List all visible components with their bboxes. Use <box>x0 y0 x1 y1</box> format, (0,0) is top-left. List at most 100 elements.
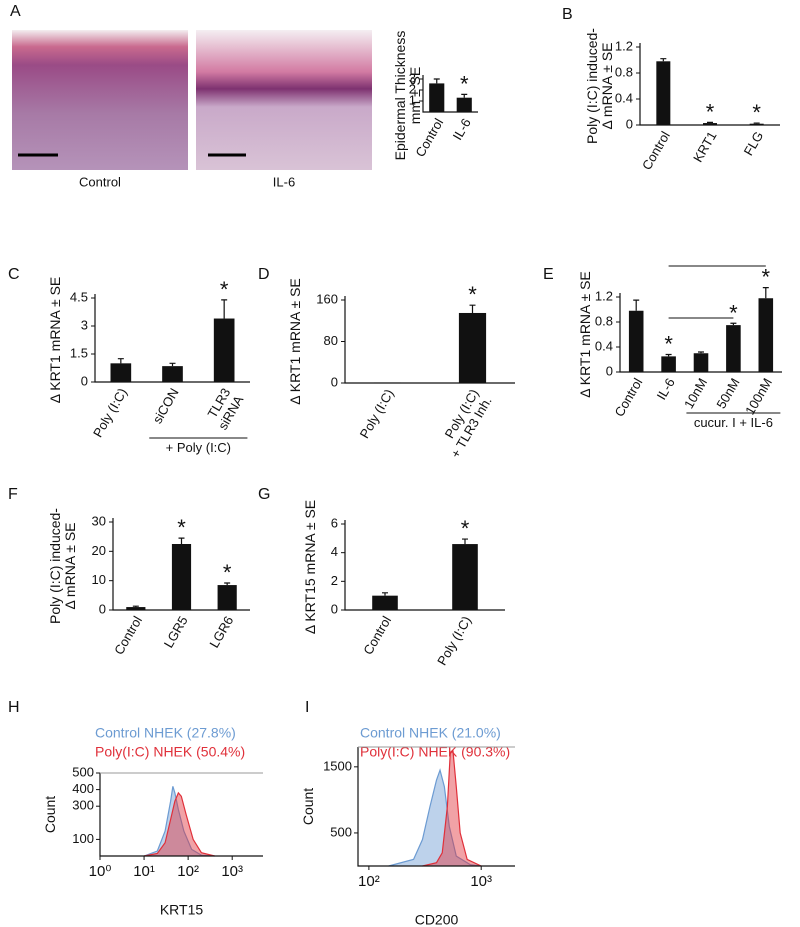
x-tick-label: 50nM <box>714 376 743 412</box>
error-bar <box>633 299 640 311</box>
y-tick-label: 2 <box>409 81 416 96</box>
x-tick-label: Control <box>111 614 145 658</box>
x-tick-label-line: Poly (I:C) <box>434 614 474 668</box>
error-bar <box>224 582 231 586</box>
y-tick-label: 0.8 <box>615 64 633 79</box>
bar <box>162 366 183 382</box>
error-bar <box>221 299 228 319</box>
x-tick-label: 10² <box>177 863 199 880</box>
x-tick-label: 10¹ <box>133 863 155 880</box>
y-axis-label: Poly (I:C) induced-Δ mRNA ± SE <box>584 28 615 144</box>
y-tick-label: 3 <box>81 317 88 332</box>
y-tick-label: 2 <box>331 573 338 588</box>
x-tick-label: Control <box>361 614 395 658</box>
y-tick-label: 4 <box>331 544 338 559</box>
y-tick-label: 0 <box>331 374 338 389</box>
y-tick-label: 4.5 <box>70 289 88 304</box>
error-bar <box>132 605 139 608</box>
y-tick-label: 1.2 <box>615 38 633 53</box>
y-tick-label: 300 <box>72 798 94 813</box>
y-tick-label: 0 <box>331 601 338 616</box>
y-axis-label-line: Poly (I:C) induced- <box>584 28 600 144</box>
bar <box>429 83 445 112</box>
panel-label: I <box>305 699 309 716</box>
x-tick-label: FLG <box>741 129 767 158</box>
y-tick-label: 10 <box>92 572 106 587</box>
x-tick-label-line: Poly (I:C) <box>357 387 397 441</box>
legend-entry: Poly(I:C) NHEK (50.4%) <box>95 744 245 760</box>
y-tick-label: 20 <box>92 543 106 558</box>
significance-marker: * <box>468 282 477 307</box>
error-bar <box>665 353 672 357</box>
x-tick-label: IL-6 <box>450 116 474 143</box>
y-axis-label-line: Δ mRNA ± SE <box>62 522 78 609</box>
x-tick-label: 10⁰ <box>89 863 112 880</box>
significance-marker: * <box>729 300 738 325</box>
y-tick-label: 0 <box>626 116 633 131</box>
x-axis-label: CD200 <box>415 912 459 927</box>
histogram-area <box>388 768 482 867</box>
significance-marker: * <box>460 71 469 96</box>
x-tick-label: Poly (I:C) <box>357 387 397 441</box>
panel-label: C <box>8 266 20 283</box>
y-axis-label: Poly (I:C) induced-Δ mRNA ± SE <box>47 508 78 624</box>
bar <box>126 607 146 610</box>
panel-label: B <box>562 6 573 23</box>
y-tick-label: 3 <box>409 70 416 85</box>
x-tick-label-line: Control <box>361 614 395 658</box>
y-tick-label: 400 <box>72 781 94 796</box>
x-tick-label-line: 50nM <box>714 376 743 412</box>
image-caption: IL-6 <box>273 174 295 189</box>
x-tick-label: 100nM <box>743 376 776 418</box>
histology-image <box>196 30 372 170</box>
y-tick-label: 0 <box>81 373 88 388</box>
significance-marker: * <box>220 277 229 302</box>
error-bar <box>169 362 176 367</box>
bar <box>452 544 478 610</box>
panel-label: H <box>8 699 20 716</box>
error-bar <box>433 78 440 84</box>
y-tick-label: 1 <box>409 92 416 107</box>
panel-label: G <box>258 486 270 503</box>
y-axis-label-line: Δ KRT15 mRNA ± SE <box>302 500 318 634</box>
significance-marker: * <box>461 516 470 541</box>
y-tick-label: 100 <box>72 831 94 846</box>
y-axis-label-line: Δ KRT1 mRNA ± SE <box>577 271 593 397</box>
y-tick-label: 1.2 <box>595 288 613 303</box>
significance-marker: * <box>177 515 186 540</box>
error-bar <box>753 122 760 124</box>
bar <box>628 310 644 372</box>
panel-label: A <box>10 3 21 20</box>
group-label: + Poly (I:C) <box>166 440 231 455</box>
bar <box>726 325 741 372</box>
x-tick-label: 10³ <box>470 873 492 890</box>
x-tick-label-line: Poly (I:C) <box>90 386 130 440</box>
y-tick-label: 6 <box>331 515 338 530</box>
y-tick-label: 500 <box>72 764 94 779</box>
x-tick-label-line: LGR5 <box>161 614 191 651</box>
x-tick-label: Poly (I:C) <box>90 386 130 440</box>
error-bar <box>461 93 468 98</box>
significance-marker: * <box>752 100 761 125</box>
y-axis-label: Δ KRT1 mRNA ± SE <box>577 271 593 397</box>
bar <box>456 97 472 112</box>
error-bar <box>462 538 468 545</box>
y-axis-label: Epidermal Thicknessmm ± SE <box>392 31 423 161</box>
x-tick-label-line: Control <box>111 614 145 658</box>
error-bar <box>707 121 713 124</box>
error-bar <box>178 537 185 544</box>
x-tick-label: TLR3siRNA <box>202 385 247 432</box>
significance-marker: * <box>223 560 232 585</box>
bar <box>372 595 398 610</box>
error-bar <box>730 322 737 326</box>
bar <box>749 123 764 125</box>
y-tick-label: 0 <box>606 363 613 378</box>
y-axis-label: Count <box>42 796 58 833</box>
y-axis-label: Count <box>300 788 316 825</box>
y-tick-label: 1500 <box>323 758 352 773</box>
axis <box>344 520 505 611</box>
histogram-area <box>143 786 215 857</box>
x-tick-label: Poly (I:C) <box>434 614 474 668</box>
y-axis-label-line: Δ mRNA ± SE <box>599 42 615 129</box>
x-tick-label: IL-6 <box>654 376 678 403</box>
